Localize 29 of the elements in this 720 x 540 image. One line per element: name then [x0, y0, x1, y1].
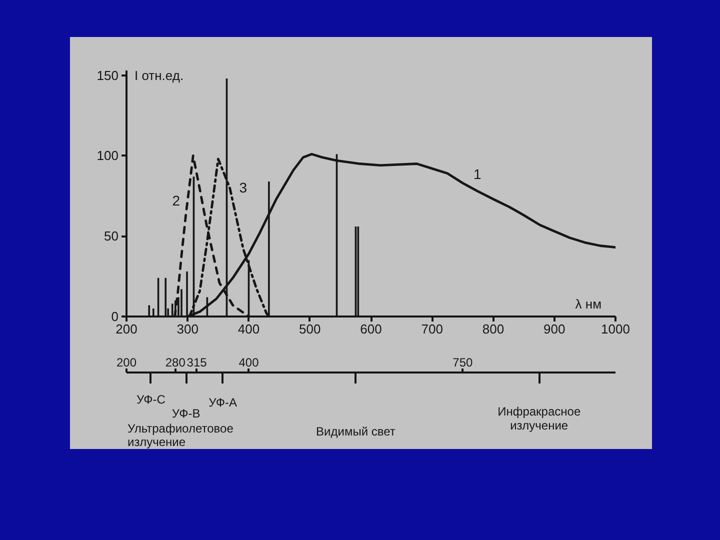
x2-tick-label: 400	[238, 356, 260, 370]
series-label: 2	[172, 192, 180, 209]
y-tick-label: 100	[96, 148, 119, 164]
y-tick-label: 0	[111, 309, 119, 324]
x-tick-label: 700	[421, 322, 443, 336]
x2-tick-label: 200	[116, 356, 137, 370]
x2-tick-label: 315	[186, 356, 208, 370]
x-tick-label: 200	[116, 322, 138, 336]
x-tick-label: 1000	[601, 322, 630, 336]
x-tick-label: 900	[544, 322, 566, 336]
y-axis-title: I отн.ед.	[134, 68, 184, 83]
x-tick-label: 300	[176, 322, 198, 336]
x-tick-label: 600	[360, 322, 382, 336]
x-tick-label: 500	[299, 322, 321, 336]
y-tick-label: 150	[96, 68, 119, 83]
series-label: 1	[473, 166, 482, 182]
x-axis-title: λ нм	[575, 296, 602, 312]
x-tick-label: 400	[238, 322, 260, 336]
x-tick-label: 800	[482, 322, 504, 336]
text: УФ-А	[208, 396, 237, 410]
text: УФ-В	[172, 406, 200, 420]
series-label: 3	[239, 179, 248, 196]
text: УФ-С	[136, 392, 166, 406]
y-tick-label: 50	[104, 228, 119, 244]
text: Ультрафиолетовое излучение	[128, 422, 234, 449]
x2-tick-label: 750	[452, 356, 474, 370]
text: Видимый свет	[316, 424, 396, 438]
x2-tick-label: 280	[165, 356, 186, 370]
text: Инфракрасное излучение	[498, 404, 581, 432]
